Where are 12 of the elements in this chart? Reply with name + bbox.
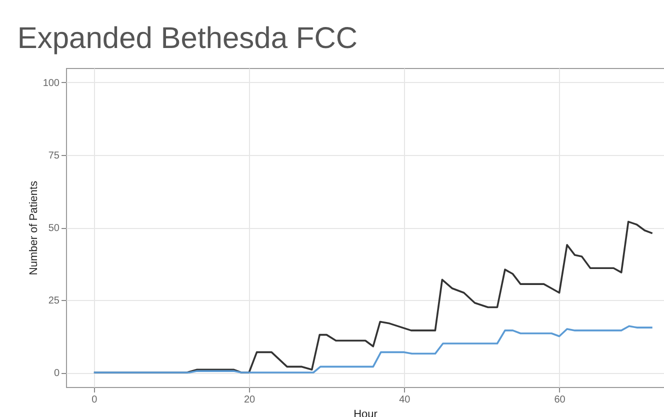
y-tick-label: 50 (48, 223, 60, 234)
y-axis-title: Number of Patients (28, 180, 40, 276)
line-series (93, 325, 654, 374)
y-tick-label: 100 (42, 78, 60, 89)
x-tick-label: 20 (244, 394, 256, 406)
y-tick-label: 0 (54, 368, 60, 379)
x-tick-label: 0 (92, 394, 98, 406)
y-tick-label: 25 (48, 296, 60, 306)
x-tick-label: 40 (399, 394, 411, 406)
y-tick-label: 75 (48, 150, 60, 162)
chart-title: Expanded Bethesda FCC (17, 22, 358, 55)
x-tick-label: 60 (554, 394, 566, 406)
